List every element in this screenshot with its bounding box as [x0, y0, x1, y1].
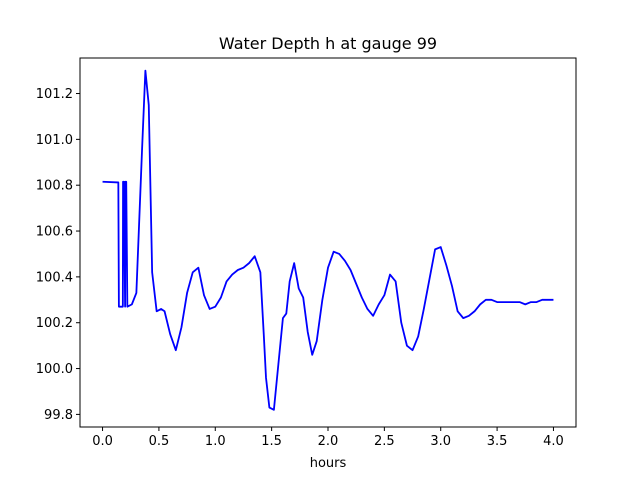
x-tick-label: 1.0	[205, 434, 226, 449]
x-tick-label: 2.5	[374, 434, 395, 449]
x-tick-label: 2.0	[318, 434, 339, 449]
y-tick-label: 101.0	[36, 133, 73, 148]
y-tick-label: 101.2	[36, 87, 73, 102]
x-axis-label: hours	[310, 456, 347, 471]
x-tick-label: 0.0	[92, 434, 113, 449]
y-tick-label: 100.6	[36, 225, 73, 240]
x-tick-label: 3.5	[487, 434, 508, 449]
y-tick-label: 100.2	[36, 316, 73, 331]
x-tick-label: 4.0	[543, 434, 564, 449]
series-line-0	[102, 69, 554, 411]
x-tick-label: 0.5	[149, 434, 170, 449]
x-tick-label: 1.5	[261, 434, 282, 449]
y-tick-label: 99.8	[44, 408, 73, 423]
plot-area: 0.0 0.5 1.0 1.5 2.0 2.5 3.0 3.5 4.0 99.8 100.0 100.…	[36, 57, 577, 449]
y-tick-label: 100.8	[36, 179, 73, 194]
y-tick-label: 100.0	[36, 362, 73, 377]
y-tick-label: 100.4	[36, 270, 73, 285]
x-tick-label: 3.0	[430, 434, 451, 449]
chart-title: Water Depth h at gauge 99	[219, 34, 437, 53]
